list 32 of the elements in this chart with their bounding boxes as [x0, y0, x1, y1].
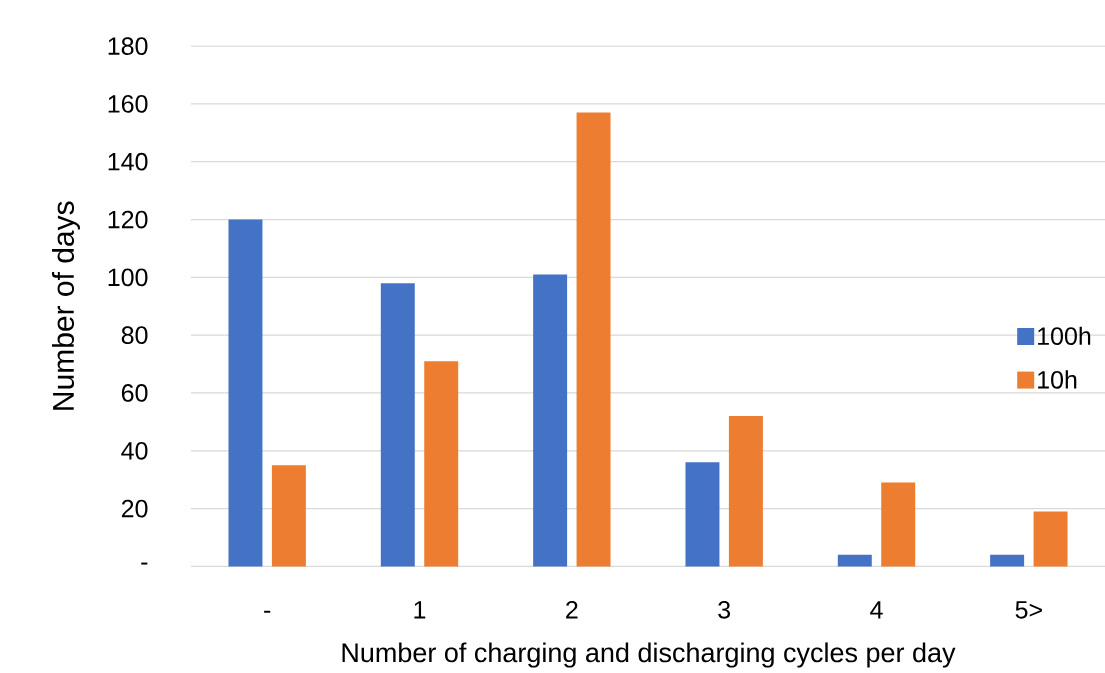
y-tick-label: 100 [108, 268, 148, 287]
bar [728, 416, 763, 567]
y-tick-label: 160 [108, 95, 148, 113]
y-tick-label: 120 [108, 210, 148, 229]
bar [1033, 511, 1068, 567]
bar [881, 482, 916, 567]
bar [424, 361, 459, 567]
bar [271, 465, 306, 567]
bar [990, 554, 1025, 567]
bar [228, 219, 263, 567]
y-tick-label: 40 [121, 441, 148, 460]
x-tick-label: 5> [1015, 601, 1042, 619]
x-tick-label: 3 [718, 600, 731, 619]
y-tick-label: - [141, 562, 148, 565]
bar [576, 112, 611, 567]
x-tick-label: 1 [414, 601, 426, 619]
bar [837, 554, 872, 567]
x-tick-label: - [264, 610, 271, 613]
x-tick-label: 2 [566, 600, 578, 619]
bar [380, 283, 415, 567]
x-tick-label: 4 [870, 601, 883, 619]
y-tick-label: 180 [108, 37, 148, 55]
y-tick-label: 80 [121, 326, 148, 345]
y-tick-label: 20 [121, 499, 148, 518]
legend-label: 10h [1038, 370, 1077, 389]
bar [533, 274, 568, 567]
y-tick-label: 60 [121, 384, 148, 402]
bar [685, 462, 720, 567]
y-tick-label: 140 [108, 152, 148, 171]
x-axis-title: Number of charging and discharging cycles per day [342, 642, 956, 668]
legend-label: 100h [1038, 326, 1091, 346]
y-axis-title: Number of days [51, 201, 80, 410]
